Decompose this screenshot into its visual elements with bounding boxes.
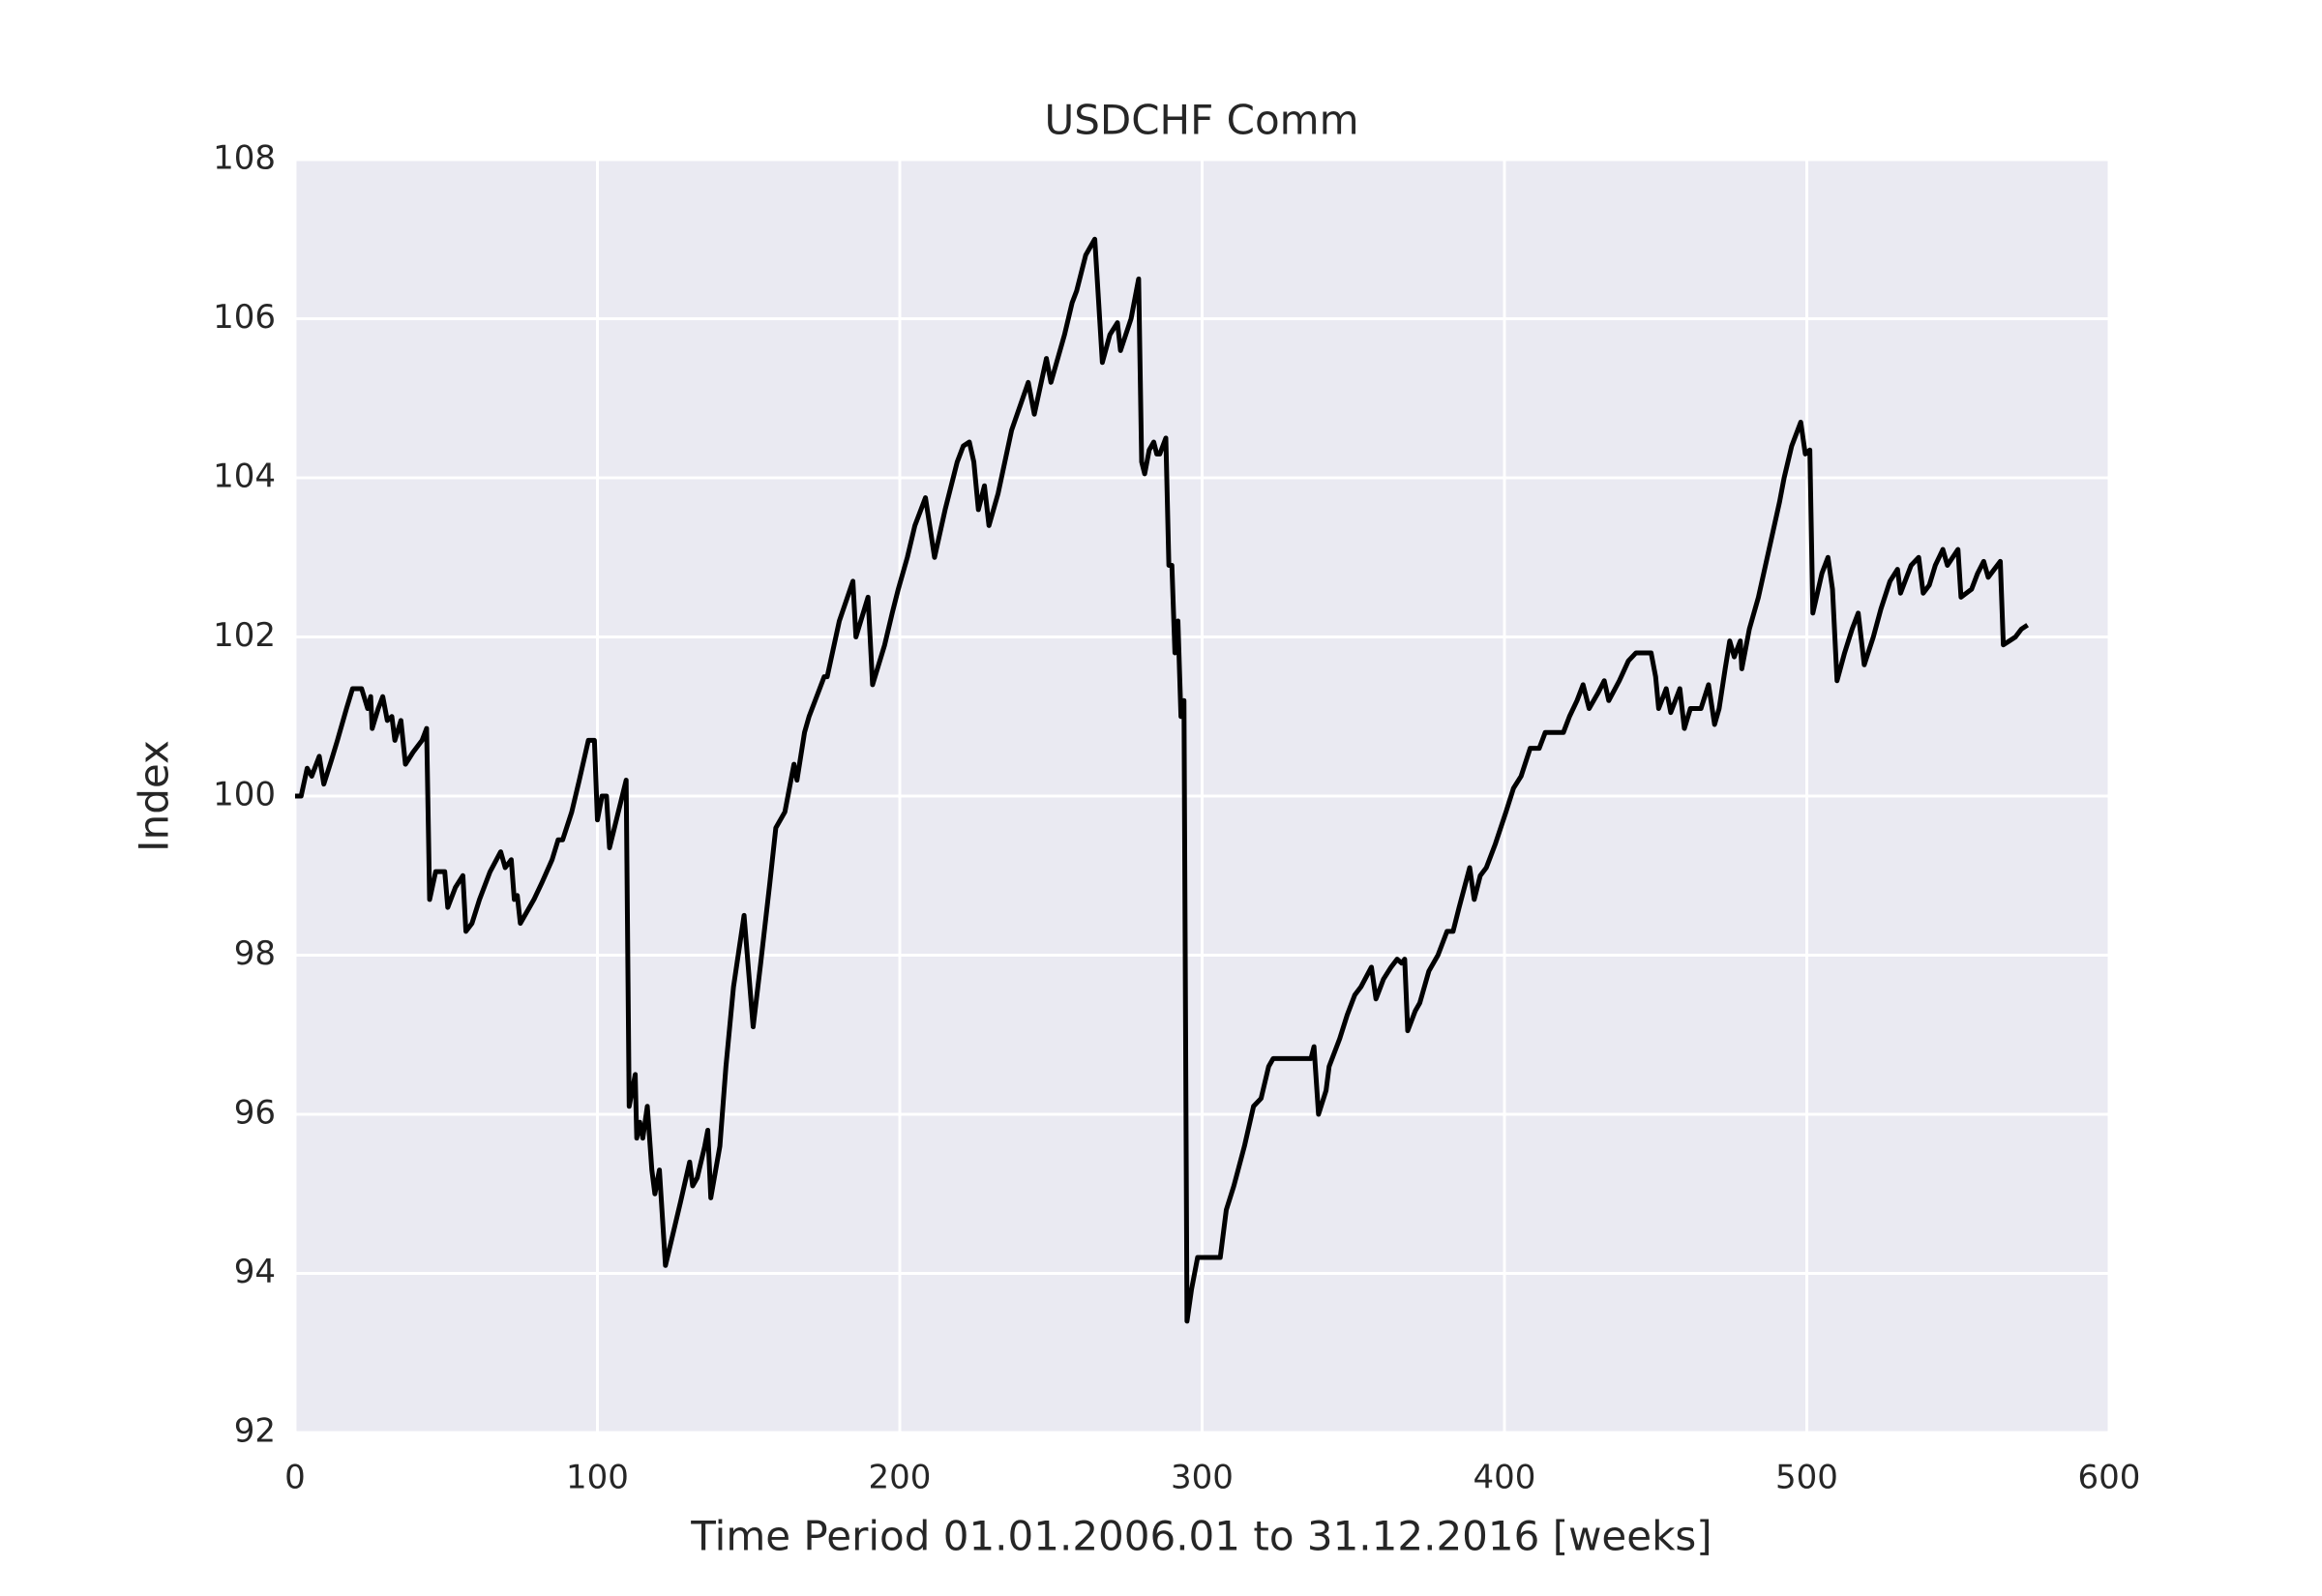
y-tick-label: 96 [234,1094,276,1133]
x-tick-label: 400 [1474,1459,1536,1497]
x-tick-label: 600 [2078,1459,2141,1497]
x-axis-label: Time Period 01.01.2006.01 to 31.12.2016 … [690,1513,1712,1560]
y-tick-label: 98 [234,934,276,973]
y-tick-label: 104 [213,458,276,496]
x-tick-label: 500 [1775,1459,1838,1497]
data-line [295,236,2030,1324]
y-tick-label: 100 [213,776,276,814]
x-tick-label: 0 [284,1459,306,1497]
y-tick-label: 106 [213,298,276,337]
y-tick-label: 102 [213,616,276,655]
y-tick-label: 92 [234,1412,276,1451]
chart-title: USDCHF Comm [1044,97,1358,144]
y-tick-label: 94 [234,1253,276,1291]
y-axis-label: Index [131,740,178,852]
x-tick-label: 200 [869,1459,932,1497]
x-tick-label: 300 [1171,1459,1234,1497]
x-tick-label: 100 [566,1459,629,1497]
y-tick-label: 108 [213,139,276,178]
